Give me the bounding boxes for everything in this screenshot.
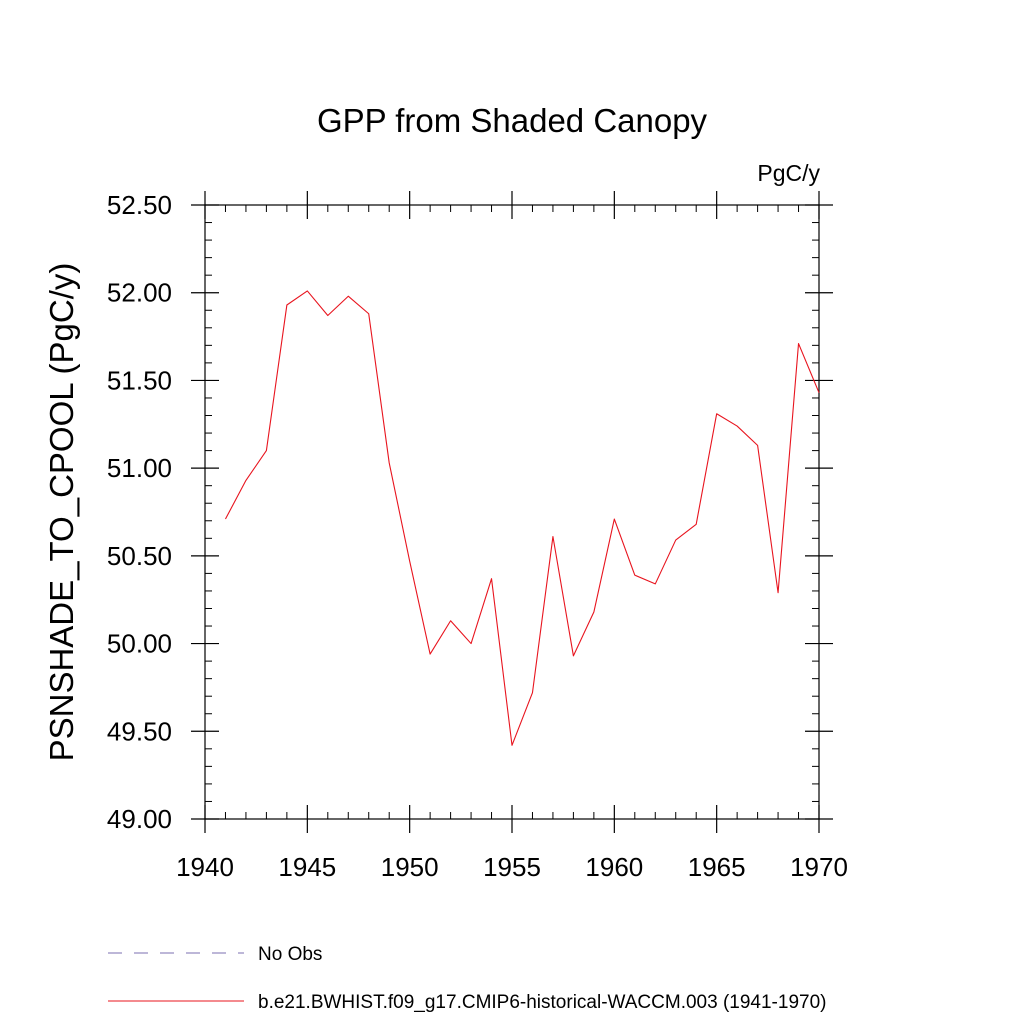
x-tick-label: 1940 [176, 852, 234, 882]
y-tick-label: 51.00 [107, 453, 172, 483]
x-tick-label: 1970 [790, 852, 848, 882]
y-tick-label: 49.00 [107, 804, 172, 834]
y-tick-label: 51.50 [107, 365, 172, 395]
y-tick-label: 49.50 [107, 716, 172, 746]
y-axis-label: PSNSHADE_TO_CPOOL (PgC/y) [43, 263, 80, 762]
y-tick-labels: 49.00 49.50 50.00 50.50 51.00 51.50 52.00 52.50 [107, 190, 172, 834]
series-line [224, 290, 820, 746]
plot-frame [204, 204, 820, 820]
x-tick-labels: 1940 1945 1950 1955 1960 1965 1970 [176, 852, 848, 882]
units-label: PgC/y [757, 160, 820, 186]
y-tick-label: 50.50 [107, 541, 172, 571]
chart-title: GPP from Shaded Canopy [317, 102, 708, 139]
legend-label-no-obs: No Obs [258, 944, 322, 965]
series-layer [224, 290, 820, 746]
minor-ticks [205, 205, 819, 819]
x-tick-label: 1945 [278, 852, 336, 882]
y-tick-label: 52.00 [107, 278, 172, 308]
x-tick-label: 1950 [381, 852, 439, 882]
legend: No Obs b.e21.BWHIST.f09_g17.CMIP6-histor… [108, 944, 826, 1013]
major-ticks [191, 191, 833, 833]
y-tick-label: 50.00 [107, 629, 172, 659]
legend-label-model-run: b.e21.BWHIST.f09_g17.CMIP6-historical-WA… [258, 992, 826, 1013]
y-tick-label: 52.50 [107, 190, 172, 220]
x-tick-label: 1960 [585, 852, 643, 882]
x-tick-label: 1955 [483, 852, 541, 882]
x-tick-label: 1965 [688, 852, 746, 882]
